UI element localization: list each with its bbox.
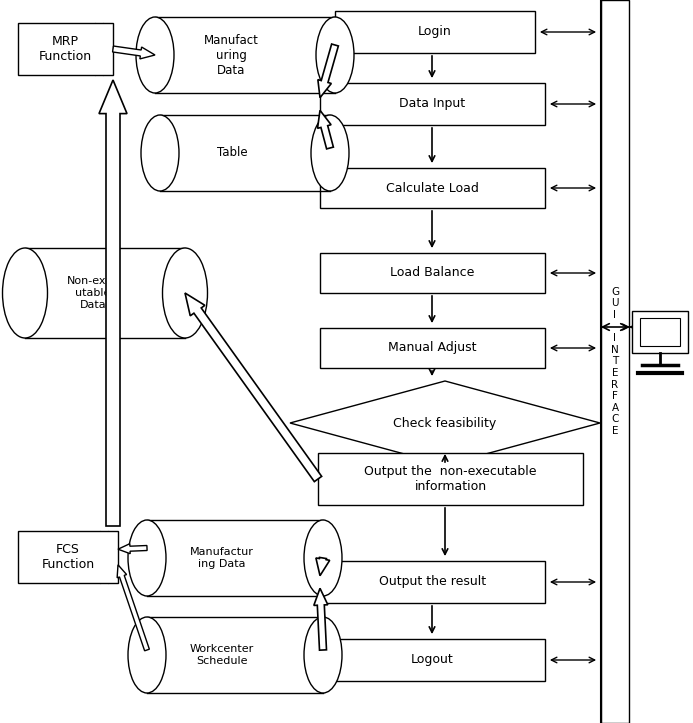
Text: Data Input: Data Input bbox=[399, 98, 466, 111]
Ellipse shape bbox=[316, 17, 354, 93]
Text: Manufactur
ing Data: Manufactur ing Data bbox=[190, 547, 254, 569]
Text: Login: Login bbox=[418, 25, 452, 38]
Bar bbox=[320, 561, 545, 603]
Text: Load Balance: Load Balance bbox=[390, 267, 475, 280]
Polygon shape bbox=[316, 557, 330, 576]
Bar bbox=[155, 17, 335, 93]
Ellipse shape bbox=[141, 115, 179, 191]
Text: Manufact
uring
Data: Manufact uring Data bbox=[204, 33, 259, 77]
Bar bbox=[335, 11, 535, 53]
Polygon shape bbox=[318, 44, 338, 98]
Polygon shape bbox=[112, 46, 155, 59]
Polygon shape bbox=[99, 80, 127, 526]
Text: Table: Table bbox=[217, 147, 247, 160]
Ellipse shape bbox=[162, 248, 207, 338]
Ellipse shape bbox=[311, 115, 349, 191]
Bar bbox=[632, 311, 688, 353]
Bar bbox=[601, 0, 629, 723]
Text: Output the  non-executable
information: Output the non-executable information bbox=[365, 465, 537, 493]
Bar bbox=[147, 520, 323, 596]
Text: Logout: Logout bbox=[411, 654, 454, 667]
Bar bbox=[160, 115, 330, 191]
Text: Workcenter
Schedule: Workcenter Schedule bbox=[190, 644, 254, 666]
Bar bbox=[147, 617, 323, 693]
Bar bbox=[320, 639, 545, 681]
Ellipse shape bbox=[304, 520, 342, 596]
Text: G
U
I
 
I
N
T
E
R
F
A
C
E: G U I I N T E R F A C E bbox=[611, 287, 619, 436]
Text: Calculate Load: Calculate Load bbox=[386, 181, 479, 194]
Bar bbox=[320, 328, 545, 368]
Text: MRP
Function: MRP Function bbox=[39, 35, 92, 63]
Ellipse shape bbox=[304, 617, 342, 693]
Ellipse shape bbox=[136, 17, 174, 93]
Ellipse shape bbox=[128, 520, 166, 596]
Text: Manual Adjust: Manual Adjust bbox=[388, 341, 477, 354]
Polygon shape bbox=[290, 381, 600, 465]
Ellipse shape bbox=[128, 617, 166, 693]
Bar bbox=[320, 253, 545, 293]
Bar bbox=[640, 318, 680, 346]
Bar bbox=[320, 168, 545, 208]
Polygon shape bbox=[185, 293, 322, 482]
Text: Non-exec
utable
Data: Non-exec utable Data bbox=[67, 276, 119, 309]
Bar bbox=[18, 23, 113, 75]
Bar bbox=[18, 531, 118, 583]
Text: FCS
Function: FCS Function bbox=[42, 543, 94, 571]
Polygon shape bbox=[317, 111, 333, 149]
Ellipse shape bbox=[3, 248, 48, 338]
Bar bbox=[318, 453, 583, 505]
Polygon shape bbox=[314, 589, 328, 650]
Text: Output the result: Output the result bbox=[379, 576, 486, 589]
Polygon shape bbox=[117, 565, 150, 651]
Text: Check feasibility: Check feasibility bbox=[394, 416, 497, 429]
Polygon shape bbox=[118, 544, 147, 554]
Bar bbox=[25, 248, 185, 338]
Bar bbox=[320, 83, 545, 125]
